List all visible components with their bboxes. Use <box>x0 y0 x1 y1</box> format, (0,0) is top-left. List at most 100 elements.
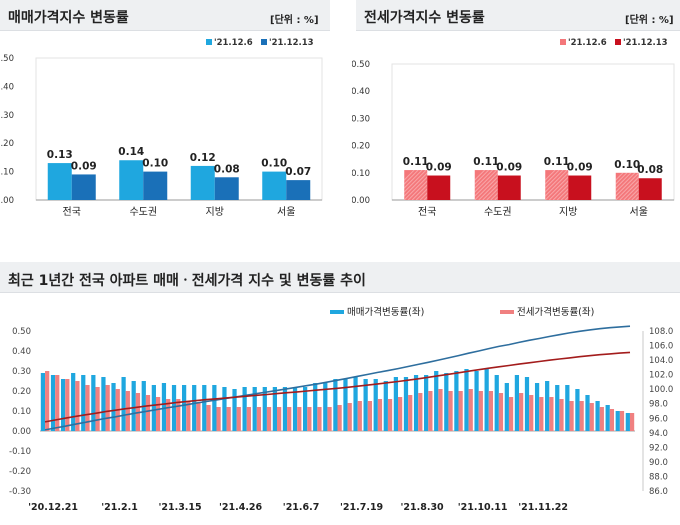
category-label: 서울 <box>277 206 295 218</box>
bar-서울-0 <box>262 171 287 200</box>
bar-전국-1 <box>427 175 451 200</box>
data-label: 0.10 <box>614 159 640 171</box>
bar-hatch <box>615 172 624 181</box>
bar-hatch <box>552 184 569 201</box>
bar-hatch <box>631 192 639 201</box>
bar-전국-0 <box>47 163 72 200</box>
y-tick-label: 0.40 <box>352 87 370 97</box>
y-tick-label: 0.30 <box>0 111 14 121</box>
bar-hatch <box>486 188 498 201</box>
legend-jeonse-label: 전세가격변동률(좌) <box>517 306 594 318</box>
y-tick-label: 0.10 <box>0 168 14 178</box>
bar-지방-1 <box>568 175 592 200</box>
category-label: 서울 <box>630 206 648 218</box>
jeonse-rate-bar <box>609 409 615 431</box>
sale-rate-bar <box>454 371 459 431</box>
bar-서울-0 <box>615 172 639 200</box>
legend-swatch <box>261 39 267 45</box>
bar-hatch <box>411 184 428 201</box>
left-tick-label: -0.20 <box>9 467 31 477</box>
sale-rate-bar <box>232 389 237 431</box>
jeonse-rate-bar <box>519 393 524 431</box>
bar-hatch <box>474 172 498 197</box>
sale-rate-bar <box>333 379 338 431</box>
jeonse-chart-title: 전세가격지수 변동률 <box>364 10 485 26</box>
left-tick-label: -0.10 <box>9 447 31 457</box>
jeonse-rate-bar <box>95 387 100 431</box>
sale-rate-bar <box>424 375 429 431</box>
jeonse-rate-bar <box>488 391 494 431</box>
y-tick-label: 0.00 <box>352 196 370 206</box>
sale-rate-bar <box>615 411 620 431</box>
bar-hatch <box>482 184 498 201</box>
jeonse-rate-bar <box>206 405 211 431</box>
sale-rate-bar <box>282 387 288 431</box>
sale-rate-bar <box>192 385 197 431</box>
sale-rate-bar <box>212 385 217 431</box>
trend-chart-title: 최근 1년간 전국 아파트 매매ㆍ전세가격 지수 및 변동률 추이 <box>8 273 366 289</box>
jeonse-rate-bar <box>418 393 423 431</box>
sale-rate-bar <box>181 385 187 431</box>
bar-hatch <box>490 192 498 201</box>
sale-rate-bar <box>60 379 66 431</box>
jeonse-rate-bar <box>347 403 352 431</box>
sale-rate-bar <box>161 383 167 431</box>
right-tick-label: 96.0 <box>649 414 668 424</box>
data-label: 0.11 <box>403 156 429 168</box>
jeonse-rate-bar <box>448 391 453 431</box>
jeonse-index-line <box>44 351 631 423</box>
left-tick-label: 0.40 <box>12 347 31 357</box>
bar-전국-1 <box>71 174 96 200</box>
bar-hatch <box>615 176 639 201</box>
jeonse-rate-bar <box>569 401 574 431</box>
legend-sale-swatch <box>330 310 344 314</box>
right-tick-label: 88.0 <box>649 472 668 482</box>
y-tick-label: 0.40 <box>0 82 14 92</box>
jeonse-rate-bar <box>45 371 50 431</box>
bar-hatch <box>478 180 498 201</box>
bar-hatch <box>627 188 639 201</box>
right-tick-label: 108.0 <box>649 327 673 337</box>
data-label: 0.11 <box>544 156 570 168</box>
right-tick-label: 98.0 <box>649 400 668 410</box>
sale-rate-bar <box>464 369 469 431</box>
sale-rate-bar <box>413 375 419 431</box>
sale-rate-bar <box>50 375 56 431</box>
legend-label-0: '21.12.6 <box>568 38 607 48</box>
sale-rate-bar <box>363 379 368 431</box>
right-tick-label: 94.0 <box>649 429 668 439</box>
jeonse-rate-bar <box>216 407 221 431</box>
sale-unit-label: [단위 : %] <box>270 15 319 26</box>
bar-hatch <box>545 170 564 189</box>
bar-지방-1 <box>214 177 239 200</box>
sale-rate-bar <box>504 383 509 431</box>
sale-rate-bar <box>343 379 348 431</box>
bar-hatch <box>545 172 569 197</box>
bar-hatch <box>545 170 556 181</box>
right-tick-label: 106.0 <box>649 342 673 352</box>
jeonse-rate-bar <box>559 399 564 431</box>
bar-hatch <box>619 180 639 201</box>
x-tick-label: '21.6.7 <box>283 502 320 513</box>
jeonse-rate-bar <box>317 407 322 431</box>
bar-hatch <box>474 170 494 189</box>
data-label: 0.13 <box>47 149 73 161</box>
right-tick-label: 86.0 <box>649 487 668 497</box>
x-tick-label: '21.8.30 <box>400 502 444 513</box>
category-label: 전국 <box>63 206 81 218</box>
left-tick-label: 0.50 <box>12 327 31 337</box>
jeonse-rate-bar <box>589 403 594 431</box>
x-tick-label: '21.11.22 <box>518 502 568 513</box>
data-label: 0.08 <box>637 164 663 176</box>
sale-rate-bar <box>434 371 439 431</box>
bar-hatch <box>615 172 628 185</box>
jeonse-rate-bar <box>408 395 413 431</box>
data-label: 0.09 <box>496 162 522 174</box>
bar-수도권-1 <box>143 171 168 200</box>
bar-수도권-0 <box>119 160 144 200</box>
jeonse-rate-bar <box>539 397 544 431</box>
jeonse-rate-bar <box>498 393 504 431</box>
jeonse-rate-bar <box>327 407 332 431</box>
jeonse-rate-bar <box>468 389 473 431</box>
legend-sale-label: 매매가격변동률(좌) <box>347 306 424 318</box>
